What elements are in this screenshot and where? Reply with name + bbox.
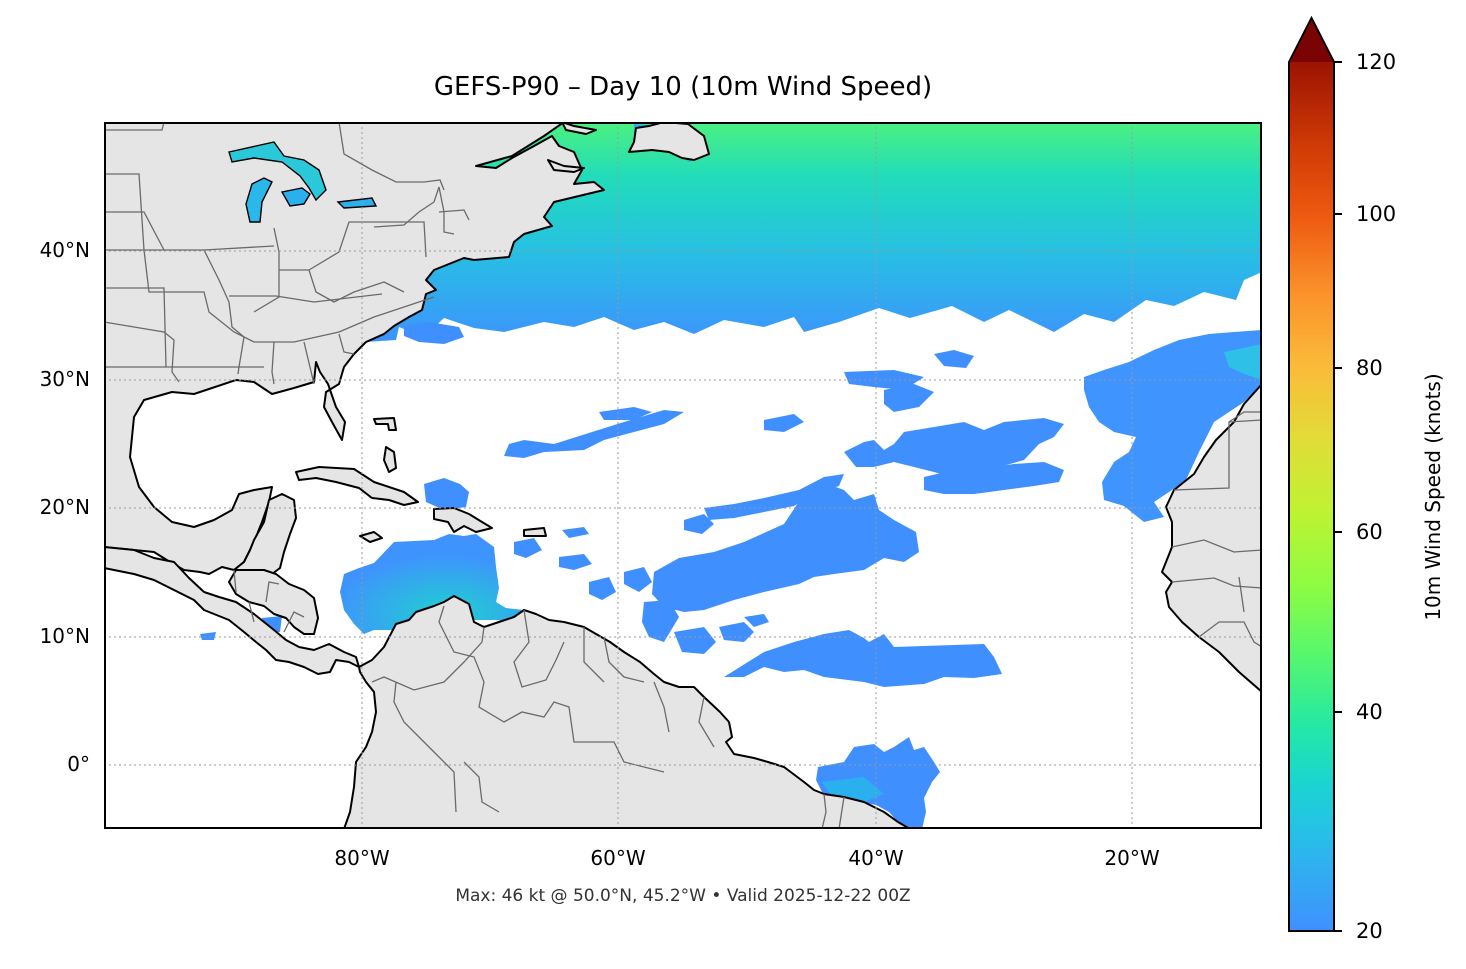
map-plot (104, 122, 1262, 829)
colorbar-ticks (1334, 61, 1342, 932)
chart-title: GEFS-P90 – Day 10 (10m Wind Speed) (433, 72, 933, 102)
colorbar-tick-100: 100 (1356, 202, 1397, 226)
colorbar-label: 10m Wind Speed (knots) (1421, 373, 1445, 621)
y-tick-10n: 10°N (39, 624, 90, 648)
lakes-layer (228, 141, 378, 223)
land-layer (104, 122, 1262, 829)
colorbar (1280, 10, 1350, 940)
colorbar-tick-60: 60 (1356, 520, 1383, 544)
colorbar-tick-120: 120 (1356, 50, 1397, 74)
colorbar-tick-20: 20 (1356, 919, 1383, 943)
y-tick-30n: 30°N (39, 367, 90, 391)
x-tick-40w: 40°W (848, 846, 904, 870)
x-tick-60w: 60°W (590, 846, 646, 870)
x-tick-20w: 20°W (1104, 846, 1160, 870)
colorbar-tick-80: 80 (1356, 356, 1383, 380)
y-tick-40n: 40°N (39, 238, 90, 262)
y-tick-0: 0° (67, 752, 90, 776)
max-value-caption: Max: 46 kt @ 50.0°N, 45.2°W • Valid 2025… (455, 886, 911, 906)
graticule (104, 122, 1262, 829)
colorbar-tick-40: 40 (1356, 700, 1383, 724)
plot-frame (104, 122, 1262, 829)
y-tick-20n: 20°N (39, 495, 90, 519)
borders-layer (104, 122, 1262, 829)
x-tick-80w: 80°W (334, 846, 390, 870)
